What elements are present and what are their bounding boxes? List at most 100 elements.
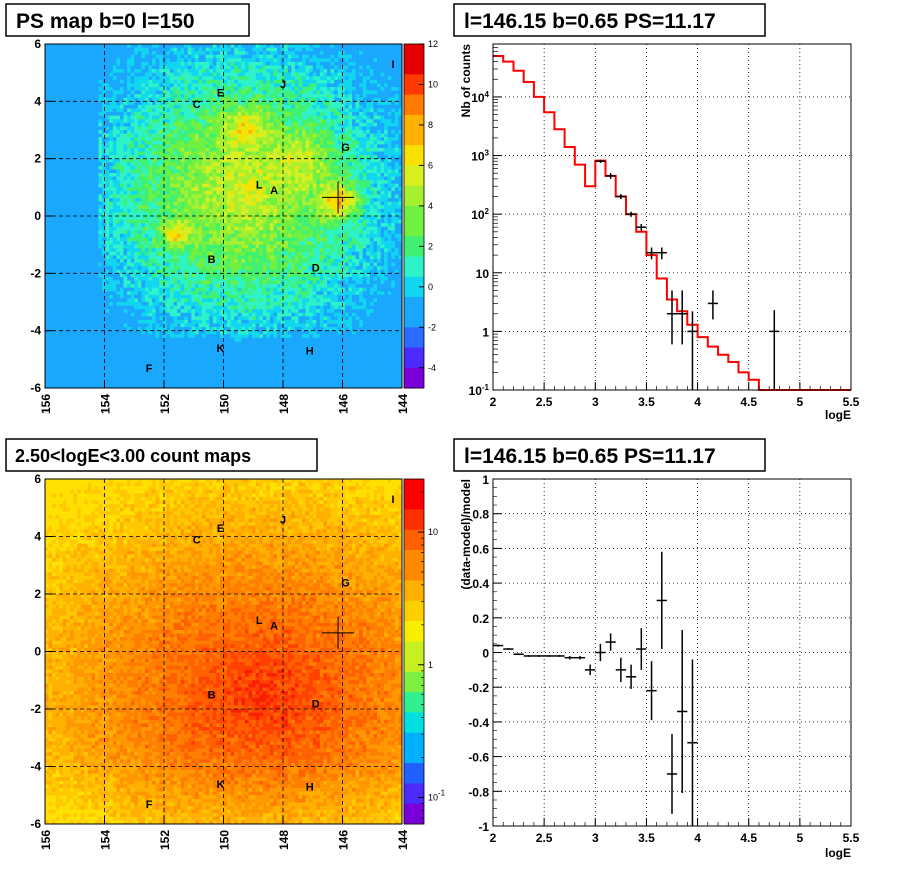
x-tick-label: 2 — [490, 831, 497, 845]
y-tick-label: 10 — [476, 267, 490, 281]
x-tick-label: 3 — [592, 395, 599, 409]
data-point — [656, 247, 667, 260]
source-label-L: L — [256, 179, 263, 191]
source-label-L: L — [256, 615, 263, 627]
y-tick-label: 103 — [471, 149, 489, 164]
residual-panel: l=146.15 b=0.65 PS=11.17 2 2.5 3 3.5 4 4.5 5 5.… — [453, 438, 860, 860]
count-map-title-box — [5, 438, 318, 472]
x-tick-label: 5 — [797, 395, 804, 409]
ps-map-title-box — [5, 3, 250, 37]
data-point — [666, 290, 678, 345]
y-tick-label: -6 — [30, 381, 41, 395]
x-tick-label: 152 — [158, 394, 172, 414]
colorbar-tick-label: 12 — [428, 39, 438, 49]
colorbar-tick-label: 2 — [428, 241, 433, 251]
y-tick-label: 0.6 — [472, 542, 489, 556]
residual-point — [544, 655, 555, 657]
y-tick-label: -1 — [478, 820, 489, 834]
count-map-heatmap — [45, 479, 402, 824]
count-map-source-labels: I J E C G L A B D K H F — [146, 494, 395, 811]
y-tick-label: -2 — [30, 266, 41, 280]
x-tick-label: 156 — [39, 394, 53, 414]
residual-point — [605, 633, 616, 651]
source-label-H: H — [306, 782, 314, 794]
y-tick-label: 102 — [471, 207, 489, 222]
residual-xlabel: logE — [825, 846, 851, 860]
y-tick-label: 6 — [34, 472, 41, 486]
y-tick-label: -0.4 — [468, 716, 489, 730]
residual-ylabel: (data-model)/model — [459, 479, 473, 590]
count-map-position-marker — [322, 616, 355, 649]
source-label-I: I — [392, 494, 395, 506]
spectrum-data-points — [595, 159, 780, 390]
ps-map-colorbar: 12 10 8 6 4 2 0 -2 -4 — [403, 39, 438, 389]
x-tick-label: 4 — [694, 395, 701, 409]
x-tick-label: 5 — [797, 831, 804, 845]
source-label-B: B — [208, 254, 216, 266]
residual-point — [666, 734, 678, 814]
colorbar-tick-label: 4 — [428, 201, 433, 211]
data-point — [595, 159, 606, 163]
x-tick-label: 148 — [277, 394, 291, 414]
residual-data-points — [493, 551, 698, 826]
residual-x-ticks: 2 2.5 3 3.5 4 4.5 5 5.5 — [490, 818, 860, 845]
count-map-colorbar: 10 1 10-1 — [403, 478, 446, 825]
y-tick-label: 0 — [34, 645, 41, 659]
source-label-K: K — [217, 343, 225, 355]
colorbar-tick-label: 6 — [428, 160, 433, 170]
x-tick-label: 156 — [39, 830, 53, 850]
residual-point — [656, 551, 667, 650]
x-tick-label: 150 — [218, 394, 232, 414]
source-label-F: F — [146, 799, 153, 811]
source-label-F: F — [146, 363, 153, 375]
y-tick-label: 4 — [34, 94, 41, 108]
x-tick-label: 144 — [396, 394, 410, 414]
count-map-x-ticks: 156 154 152 150 148 146 144 — [39, 816, 410, 850]
y-tick-label: 0.4 — [472, 577, 489, 591]
source-label-E: E — [217, 523, 224, 535]
source-label-H: H — [306, 346, 314, 358]
ps-map-title: PS map b=0 l=150 — [16, 10, 195, 33]
source-label-G: G — [341, 578, 350, 590]
source-label-J: J — [280, 79, 286, 91]
y-tick-label: 2 — [34, 152, 41, 166]
ps-map-y-ticks: 6 4 2 0 -2 -4 -6 — [30, 37, 53, 395]
residual-title: l=146.15 b=0.65 PS=11.17 — [464, 445, 716, 468]
data-point — [615, 194, 626, 200]
residual-point — [574, 655, 586, 660]
data-point — [707, 290, 719, 320]
spectrum-x-ticks: 2 2.5 3 3.5 4 4.5 5 5.5 — [490, 382, 860, 409]
ps-map-grid — [45, 44, 402, 388]
y-tick-label: -4 — [30, 324, 41, 338]
y-tick-label: 0.8 — [472, 508, 489, 522]
y-tick-label: 0 — [34, 209, 41, 223]
source-label-K: K — [217, 779, 225, 791]
count-map-panel: 2.50<logE<3.00 count maps I J E C G L A B D K H F 1… — [5, 438, 446, 850]
y-tick-label: 4 — [34, 530, 41, 544]
x-tick-label: 4.5 — [740, 395, 757, 409]
x-tick-label: 144 — [396, 830, 410, 850]
source-label-A: A — [270, 185, 278, 197]
colorbar-tick-label: 1 — [428, 660, 433, 670]
data-point — [636, 223, 647, 231]
data-point — [605, 173, 616, 179]
residual-y-ticks: 1 0.8 0.6 0.4 0.2 0 -0.2 -0.4 -0.6 -0.8 -1 — [468, 473, 502, 834]
y-tick-label: -0.8 — [468, 785, 489, 799]
ps-map-source-labels: I J E C G L A B D K H F — [146, 59, 395, 375]
x-tick-label: 146 — [337, 394, 351, 414]
residual-point — [625, 664, 637, 689]
residual-point — [646, 661, 657, 721]
residual-point — [533, 655, 545, 657]
x-tick-label: 148 — [277, 830, 291, 850]
y-tick-label: 104 — [471, 90, 489, 105]
data-point — [687, 311, 698, 390]
y-tick-label: -0.2 — [468, 681, 489, 695]
source-label-I: I — [392, 59, 395, 71]
source-label-G: G — [341, 142, 350, 154]
spectrum-panel: l=146.15 b=0.65 PS=11.17 2 2.5 3 3.5 4 4.5 5 5.… — [453, 3, 860, 422]
x-tick-label: 146 — [337, 830, 351, 850]
x-tick-label: 2 — [490, 395, 497, 409]
x-tick-label: 154 — [99, 830, 113, 850]
